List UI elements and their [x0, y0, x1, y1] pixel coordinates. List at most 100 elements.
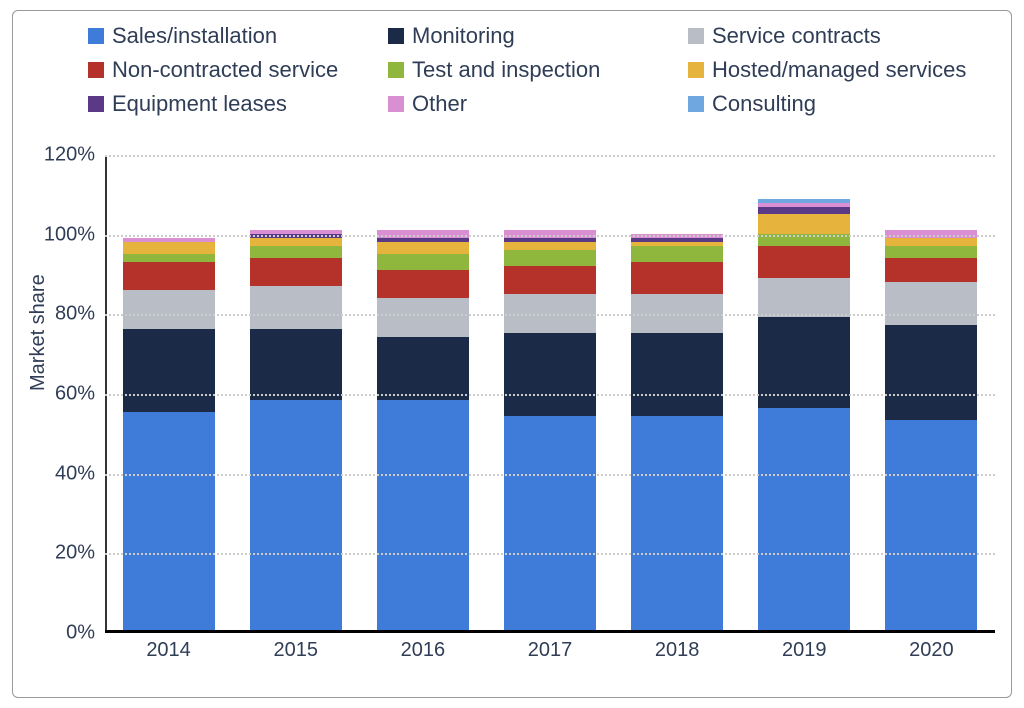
x-tick-label: 2019	[758, 639, 850, 662]
legend-item: Consulting	[688, 91, 978, 117]
legend-label: Consulting	[712, 91, 816, 117]
bar-segment	[250, 238, 342, 246]
legend-item: Test and inspection	[388, 57, 678, 83]
bar-segment	[123, 242, 215, 254]
legend-swatch	[388, 28, 404, 44]
x-tick-label: 2018	[631, 639, 723, 662]
bar-segment	[885, 325, 977, 420]
bar-segment	[250, 246, 342, 258]
y-axis-title: Market share	[27, 274, 50, 391]
legend: Sales/installation Monitoring Service cont…	[88, 23, 978, 117]
x-tick-label: 2014	[123, 639, 215, 662]
bar-segment	[123, 412, 215, 630]
legend-swatch	[688, 96, 704, 112]
x-tick-label: 2016	[377, 639, 469, 662]
gridline	[105, 474, 995, 476]
bar-segment	[250, 286, 342, 330]
bar-segment	[504, 242, 596, 250]
bar-segment	[758, 246, 850, 278]
y-tick-label: 80%	[55, 303, 105, 326]
bar-segment	[885, 246, 977, 258]
bar-segment	[377, 254, 469, 270]
bars-container	[105, 155, 995, 630]
gridline	[105, 235, 995, 237]
y-tick-label: 100%	[44, 223, 105, 246]
legend-item: Service contracts	[688, 23, 978, 49]
bar-segment	[504, 333, 596, 416]
x-tick-label: 2015	[250, 639, 342, 662]
bar-segment	[250, 400, 342, 630]
legend-label: Equipment leases	[112, 91, 287, 117]
x-tick-label: 2020	[885, 639, 977, 662]
legend-swatch	[688, 28, 704, 44]
legend-item: Hosted/managed services	[688, 57, 978, 83]
gridline	[105, 314, 995, 316]
bar-column	[250, 230, 342, 630]
legend-swatch	[88, 96, 104, 112]
bar-segment	[885, 282, 977, 326]
bar-segment	[123, 290, 215, 330]
y-tick-label: 60%	[55, 383, 105, 406]
gridline	[105, 553, 995, 555]
bar-column	[123, 238, 215, 630]
bar-segment	[504, 416, 596, 630]
bar-segment	[377, 400, 469, 630]
bar-segment	[758, 278, 850, 318]
bar-segment	[377, 242, 469, 254]
legend-swatch	[688, 62, 704, 78]
bar-segment	[758, 408, 850, 630]
legend-swatch	[388, 96, 404, 112]
legend-swatch	[88, 62, 104, 78]
legend-swatch	[88, 28, 104, 44]
legend-item: Equipment leases	[88, 91, 378, 117]
bar-column	[631, 234, 723, 630]
bar-segment	[123, 254, 215, 262]
bar-segment	[885, 258, 977, 282]
gridline	[105, 155, 995, 157]
bar-segment	[123, 329, 215, 412]
legend-label: Non-contracted service	[112, 57, 338, 83]
bar-segment	[377, 270, 469, 298]
bar-segment	[504, 250, 596, 266]
bar-column	[377, 230, 469, 630]
chart-frame: Sales/installation Monitoring Service cont…	[12, 10, 1012, 698]
y-tick-label: 120%	[44, 144, 105, 167]
x-tick-label: 2017	[504, 639, 596, 662]
legend-label: Hosted/managed services	[712, 57, 966, 83]
y-tick-label: 40%	[55, 462, 105, 485]
bar-segment	[631, 262, 723, 294]
bar-column	[504, 230, 596, 630]
bar-segment	[377, 298, 469, 338]
y-tick-label: 20%	[55, 542, 105, 565]
bar-segment	[631, 294, 723, 334]
bar-segment	[377, 337, 469, 400]
bar-segment	[631, 416, 723, 630]
bar-segment	[504, 266, 596, 294]
bar-segment	[885, 420, 977, 630]
legend-item: Non-contracted service	[88, 57, 378, 83]
gridline	[105, 394, 995, 396]
bar-segment	[885, 238, 977, 246]
legend-item: Monitoring	[388, 23, 678, 49]
legend-swatch	[388, 62, 404, 78]
x-axis-line	[105, 630, 995, 633]
legend-label: Monitoring	[412, 23, 515, 49]
y-tick-label: 0%	[66, 622, 105, 645]
legend-label: Other	[412, 91, 467, 117]
bar-segment	[250, 258, 342, 286]
legend-label: Sales/installation	[112, 23, 277, 49]
legend-label: Service contracts	[712, 23, 881, 49]
bar-segment	[250, 329, 342, 400]
bar-segment	[631, 333, 723, 416]
bar-segment	[758, 214, 850, 234]
legend-item: Other	[388, 91, 678, 117]
x-axis-labels: 2014 2015 2016 2017 2018 2019 2020	[105, 639, 995, 662]
bar-segment	[758, 207, 850, 215]
legend-item: Sales/installation	[88, 23, 378, 49]
bar-segment	[504, 294, 596, 334]
bar-column	[885, 230, 977, 630]
legend-label: Test and inspection	[412, 57, 600, 83]
plot-area: 0%20%40%60%80%100%120%	[105, 155, 995, 633]
bar-segment	[123, 262, 215, 290]
bar-column	[758, 199, 850, 630]
